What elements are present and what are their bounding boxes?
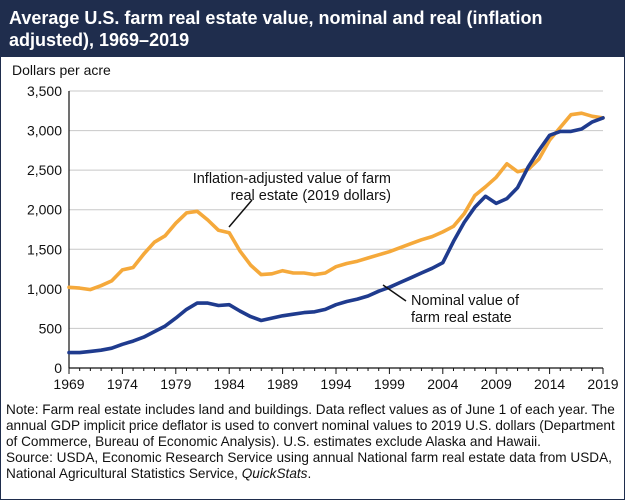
series-lines — [67, 111, 605, 355]
y-axis-label: Dollars per acre — [12, 62, 111, 78]
nominal-value-annotation: farm real estate — [411, 310, 512, 326]
y-tick-label: 0 — [54, 360, 62, 376]
notes-block: Note: Farm real estate includes land and… — [6, 402, 618, 482]
x-tick-label: 1999 — [374, 376, 405, 392]
x-tick-label: 2019 — [587, 376, 618, 392]
y-tick-label: 2,500 — [27, 162, 62, 178]
source-text: Source: USDA, Economic Research Service … — [6, 450, 618, 482]
y-tick-label: 3,000 — [27, 123, 62, 139]
y-tick-label: 3,500 — [27, 83, 62, 99]
x-tick-label: 1974 — [107, 376, 138, 392]
real-value-leader — [228, 199, 253, 228]
y-tick-label: 2,000 — [27, 202, 62, 218]
title-bar: Average U.S. farm real estate value, nom… — [1, 1, 624, 57]
x-tick-label: 2009 — [481, 376, 512, 392]
x-tick-label: 1989 — [267, 376, 298, 392]
real-value-annotation: Inflation-adjusted value of farm — [193, 171, 391, 187]
x-tick-label: 1969 — [53, 376, 84, 392]
x-tick-label: 1984 — [214, 376, 245, 392]
real-value-line — [67, 111, 605, 292]
gridlines — [68, 90, 603, 369]
real-value-annotation: real estate (2019 dollars) — [231, 188, 391, 204]
x-tick-label: 1979 — [160, 376, 191, 392]
y-tick-label: 500 — [39, 320, 63, 336]
source-italic: QuickStats — [241, 466, 308, 481]
nominal-value-leader — [382, 284, 407, 302]
x-tick-label: 2014 — [534, 376, 565, 392]
chart-title: Average U.S. farm real estate value, nom… — [9, 8, 543, 50]
y-tick-label: 1,000 — [27, 281, 62, 297]
x-tick-label: 2004 — [427, 376, 458, 392]
x-axis-ticks: 1969 1974 1979 1984 1989 1994 1999 2004 2009 2014… — [53, 368, 619, 392]
y-tick-label: 1,500 — [27, 241, 62, 257]
x-tick-label: 1994 — [320, 376, 351, 392]
nominal-value-annotation: Nominal value of — [411, 293, 520, 309]
note-text: Note: Farm real estate includes land and… — [6, 402, 615, 449]
source-prefix: Source: USDA, Economic Research Service … — [6, 450, 612, 481]
y-axis-ticks: 0 500 1,000 1,500 2,000 2,500 3,000 3,500 — [27, 83, 62, 376]
source-suffix: . — [307, 466, 312, 481]
nominal-value-line — [67, 116, 605, 355]
